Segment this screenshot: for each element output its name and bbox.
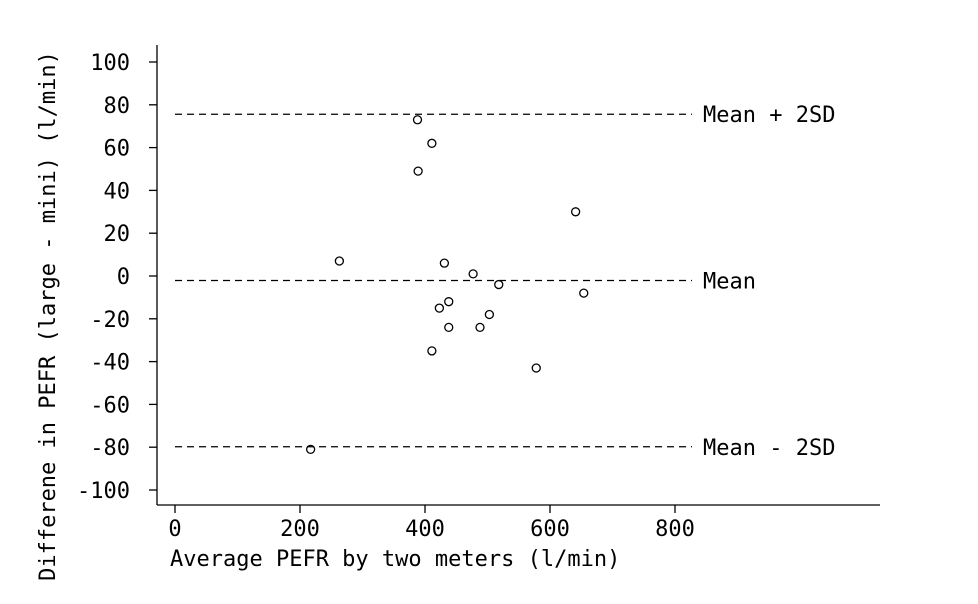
y-tick-label: -100: [77, 479, 130, 504]
y-tick-label: 0: [117, 265, 130, 290]
x-tick-label: 0: [168, 517, 181, 542]
data-point: [444, 322, 454, 333]
data-point: [412, 115, 423, 125]
y-tick-label: -60: [90, 393, 130, 418]
data-points: [305, 115, 589, 454]
x-ticks: 0 200 400 600 800: [168, 505, 695, 542]
reference-line-label: Mean + 2SD: [703, 103, 835, 128]
data-point: [439, 258, 450, 268]
data-point: [570, 207, 581, 217]
x-axis-label: Average PEFR by two meters (l/min): [170, 547, 620, 572]
reference-line-label: Mean - 2SD: [703, 436, 835, 461]
data-point: [434, 303, 445, 313]
data-point: [494, 279, 504, 290]
data-point: [475, 322, 485, 333]
reference-line-label: Mean: [703, 269, 756, 294]
data-point: [531, 363, 541, 373]
axes: [156, 45, 880, 506]
data-point: [427, 346, 437, 356]
data-point: [427, 138, 437, 148]
x-tick-label: 600: [530, 517, 570, 542]
data-point: [484, 309, 495, 320]
reference-lines: Mean + 2SD Mean Mean - 2SD: [175, 103, 835, 461]
x-tick-label: 200: [280, 517, 320, 542]
y-tick-label: -20: [90, 308, 130, 333]
y-tick-label: 40: [104, 179, 131, 204]
data-point: [305, 444, 316, 454]
y-tick-label: 80: [104, 94, 131, 119]
data-point: [334, 256, 345, 266]
data-point: [468, 269, 478, 279]
y-tick-label: 60: [104, 137, 131, 162]
x-tick-label: 400: [405, 517, 445, 542]
y-tick-label: 100: [90, 51, 130, 76]
y-axis-label: Differene in PEFR (large - mini) (l/min): [36, 51, 61, 581]
x-tick-label: 800: [655, 517, 695, 542]
y-tick-label: 20: [104, 222, 131, 247]
y-tick-label: -80: [90, 436, 130, 461]
data-point: [579, 288, 589, 298]
data-point: [444, 297, 454, 307]
data-point: [413, 166, 423, 176]
y-tick-label: -40: [90, 351, 130, 376]
y-ticks: 100 80 60 40 20 0 -20 -40 -60 -80 -100: [77, 51, 157, 504]
